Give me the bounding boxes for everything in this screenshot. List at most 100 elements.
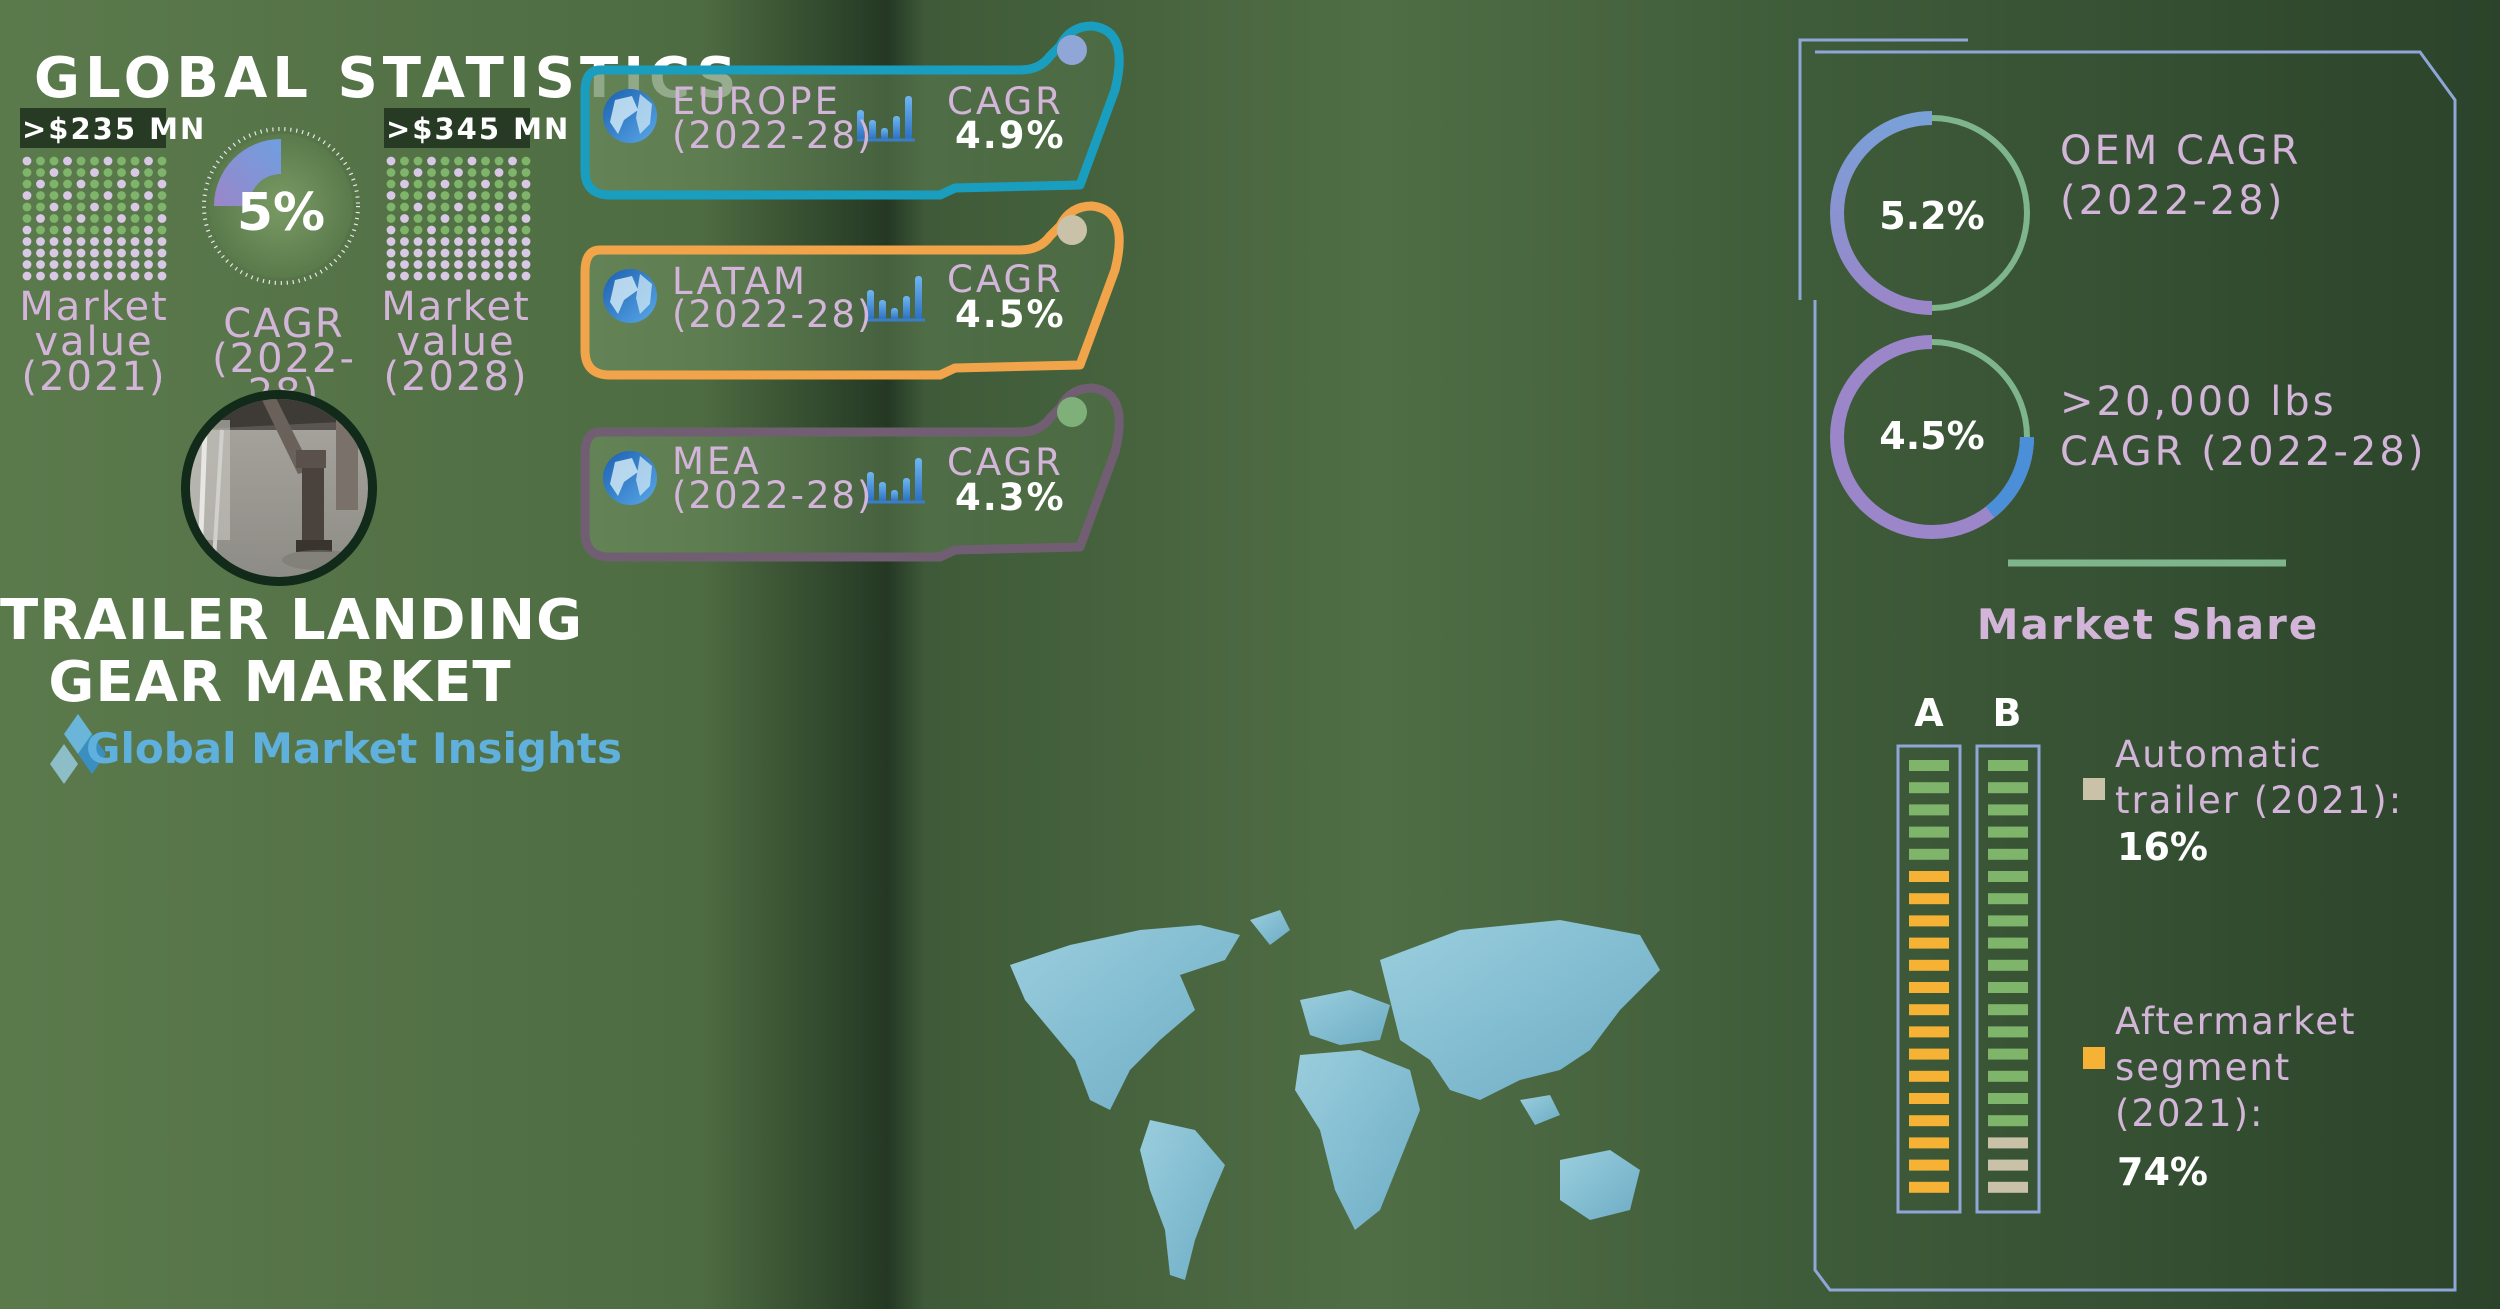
matrix-2028-dot xyxy=(494,179,504,189)
matrix-2028-dot xyxy=(467,271,477,281)
bar-a-label: A xyxy=(1914,691,1944,735)
oem-label-line1: OEM CAGR xyxy=(2060,128,2302,174)
matrix-2021-dot xyxy=(103,179,113,189)
matrix-2021-dot xyxy=(144,225,153,235)
matrix-2028-dot xyxy=(481,260,490,269)
matrix-2021-dot xyxy=(130,191,140,200)
matrix-2021-dot xyxy=(36,214,45,223)
market-share-title: Market Share xyxy=(1976,600,2320,649)
matrix-2021-dot xyxy=(63,202,72,212)
matrix-2028-dot xyxy=(427,260,436,269)
region-period-europe: (2022-28) xyxy=(672,114,874,157)
oem-donut-arc xyxy=(1830,111,1933,315)
matrix-2021-dot xyxy=(157,237,167,246)
legend-automatic: Automatic trailer (2021): xyxy=(2115,732,2403,824)
region-marker-dot xyxy=(1057,215,1087,245)
matrix-2021-dot xyxy=(49,168,59,177)
oem-donut-track xyxy=(1931,115,2030,311)
matrix-2021-dot xyxy=(76,260,86,269)
heavy-donut-accent xyxy=(1985,436,2034,518)
label-market-value-2021: Market value (2021) xyxy=(14,287,174,397)
matrix-2028-dot xyxy=(508,156,517,166)
matrix-2028-dot xyxy=(440,260,450,269)
region-cagr-latam: 4.5% xyxy=(955,293,1066,336)
matrix-2021-dot xyxy=(144,168,153,177)
matrix-2028-dot xyxy=(413,248,423,258)
bar-b-segment xyxy=(1988,1004,2028,1016)
matrix-2021-dot xyxy=(90,156,99,166)
bar-b-segment xyxy=(1988,1181,2028,1193)
matrix-2028-dot xyxy=(481,271,490,281)
matrix-2028-dot xyxy=(427,248,436,258)
matrix-2021-dot xyxy=(63,248,72,258)
matrix-2028-dot xyxy=(454,168,463,177)
matrix-2028-dot xyxy=(494,156,504,166)
market-value-2028: >$345 MN xyxy=(386,112,571,146)
label-market-value-2028: Market value (2028) xyxy=(376,287,536,397)
region-card-shape-europe xyxy=(580,21,1124,200)
matrix-2021-dot xyxy=(157,191,167,200)
matrix-2028-dot xyxy=(413,156,423,166)
matrix-2028-dot xyxy=(400,214,409,223)
matrix-2028-dot xyxy=(400,225,409,235)
matrix-2028-dot xyxy=(440,202,450,212)
matrix-2021-dot xyxy=(103,225,113,235)
matrix-2028-dot xyxy=(386,260,396,269)
matrix-2028-dot xyxy=(440,168,450,177)
matrix-2028-dot xyxy=(413,260,423,269)
matrix-2028-dot xyxy=(400,168,409,177)
matrix-2021-dot xyxy=(144,191,153,200)
matrix-2028-dot xyxy=(481,214,490,223)
region-metric-mea: CAGR xyxy=(947,441,1064,484)
matrix-2021-dot xyxy=(90,225,99,235)
matrix-2028-dot xyxy=(400,179,409,189)
matrix-2028-dot xyxy=(467,248,477,258)
brand-name: Global Market Insights xyxy=(86,724,622,773)
matrix-2028-dot xyxy=(413,202,423,212)
region-period-latam: (2022-28) xyxy=(672,293,874,336)
title-line1: TRAILER LANDING xyxy=(0,588,584,653)
matrix-2028-dot xyxy=(413,237,423,246)
legend-aftermarket-line2: segment xyxy=(2115,1046,2292,1089)
value-2021-bg xyxy=(20,108,166,148)
matrix-2028-dot xyxy=(521,191,531,200)
region-card-shape-mea xyxy=(580,383,1124,562)
matrix-2021-dot xyxy=(157,168,167,177)
matrix-2028-dot xyxy=(467,179,477,189)
bar-chart-icon xyxy=(857,96,915,142)
bar-a-segment xyxy=(1909,959,1949,971)
region-cagr-europe: 4.9% xyxy=(955,114,1066,157)
bar-chart-icon xyxy=(867,276,925,322)
region-cagr-mea: 4.3% xyxy=(955,476,1066,519)
matrix-2021-dot xyxy=(157,179,167,189)
matrix-2021-dot xyxy=(130,237,140,246)
matrix-2028-dot xyxy=(454,260,463,269)
matrix-2028-dot xyxy=(508,191,517,200)
bar-a-segment xyxy=(1909,1137,1949,1149)
matrix-2021-dot xyxy=(144,271,153,281)
matrix-2021-dot xyxy=(76,271,86,281)
bar-b-segment xyxy=(1988,826,2028,838)
matrix-2021-dot xyxy=(22,179,32,189)
matrix-2021-dot xyxy=(22,271,32,281)
matrix-2021-dot xyxy=(63,179,72,189)
bar-a-segment xyxy=(1909,1026,1949,1038)
matrix-2028-dot xyxy=(494,168,504,177)
matrix-2021-dot xyxy=(117,237,126,246)
matrix-2021-dot xyxy=(49,156,59,166)
matrix-2021-dot xyxy=(117,156,126,166)
matrix-2021-dot xyxy=(22,156,32,166)
matrix-2021-dot xyxy=(144,248,153,258)
bar-a-segment xyxy=(1909,760,1949,771)
matrix-2028-dot xyxy=(400,191,409,200)
matrix-2028-dot xyxy=(400,202,409,212)
bar-b-segment xyxy=(1988,915,2028,927)
matrix-2028-dot xyxy=(454,237,463,246)
matrix-2021-dot xyxy=(90,248,99,258)
matrix-2028-dot xyxy=(440,225,450,235)
matrix-2028-dot xyxy=(400,156,409,166)
